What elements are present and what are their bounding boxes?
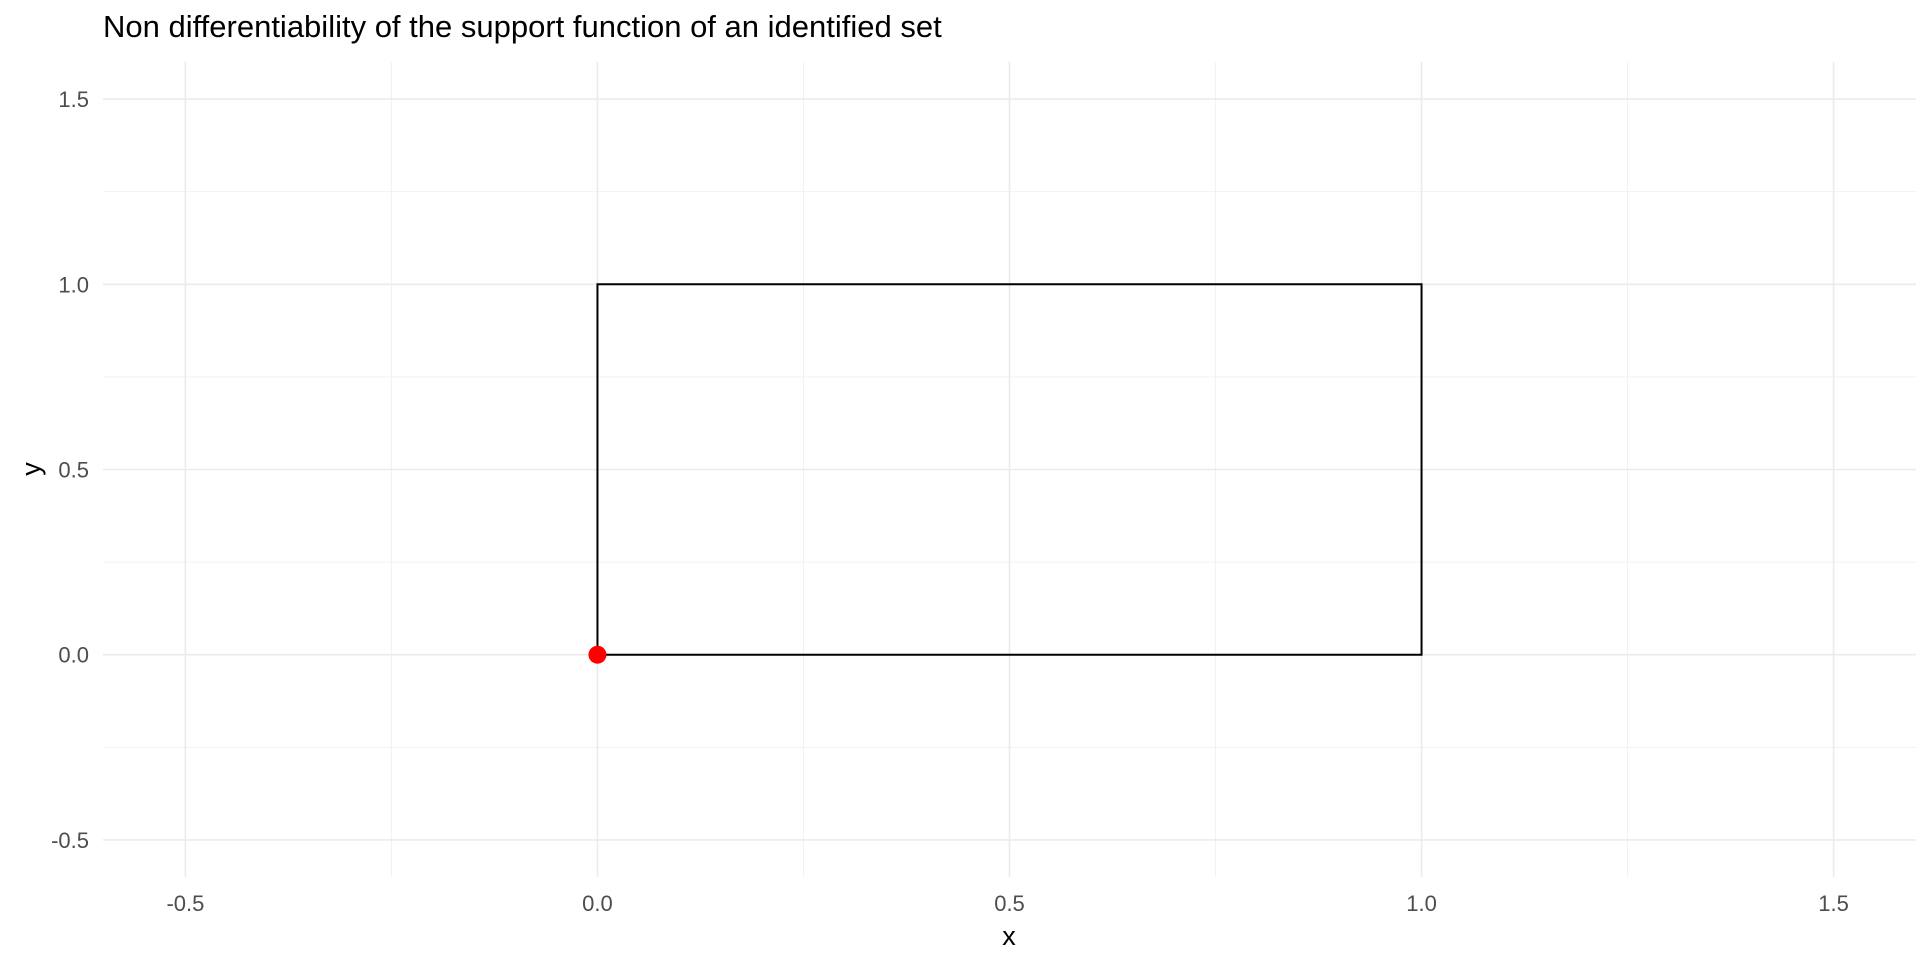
grid-major — [103, 62, 1916, 877]
y-axis-title: y — [16, 462, 46, 476]
x-axis-title: x — [1002, 921, 1016, 951]
x-tick-label: 1.5 — [1818, 891, 1849, 916]
identified-set-rectangle — [596, 283, 1423, 656]
chart-title: Non differentiability of the support fun… — [103, 9, 942, 44]
series-layer — [588, 283, 1423, 664]
x-tick-label: 1.0 — [1406, 891, 1437, 916]
x-tick-labels: -0.5 0.0 0.5 1.0 1.5 — [166, 891, 1848, 916]
y-tick-label: 0.0 — [58, 643, 89, 668]
y-tick-labels: -0.5 0.0 0.5 1.0 1.5 — [51, 87, 89, 853]
y-tick-label: -0.5 — [51, 828, 89, 853]
y-tick-label: 0.5 — [58, 458, 89, 483]
y-tick-label: 1.0 — [58, 272, 89, 297]
x-tick-label: 0.0 — [582, 891, 613, 916]
data-point — [588, 645, 607, 664]
y-tick-label: 1.5 — [58, 87, 89, 112]
x-tick-label: 0.5 — [994, 891, 1025, 916]
x-tick-label: -0.5 — [166, 891, 204, 916]
